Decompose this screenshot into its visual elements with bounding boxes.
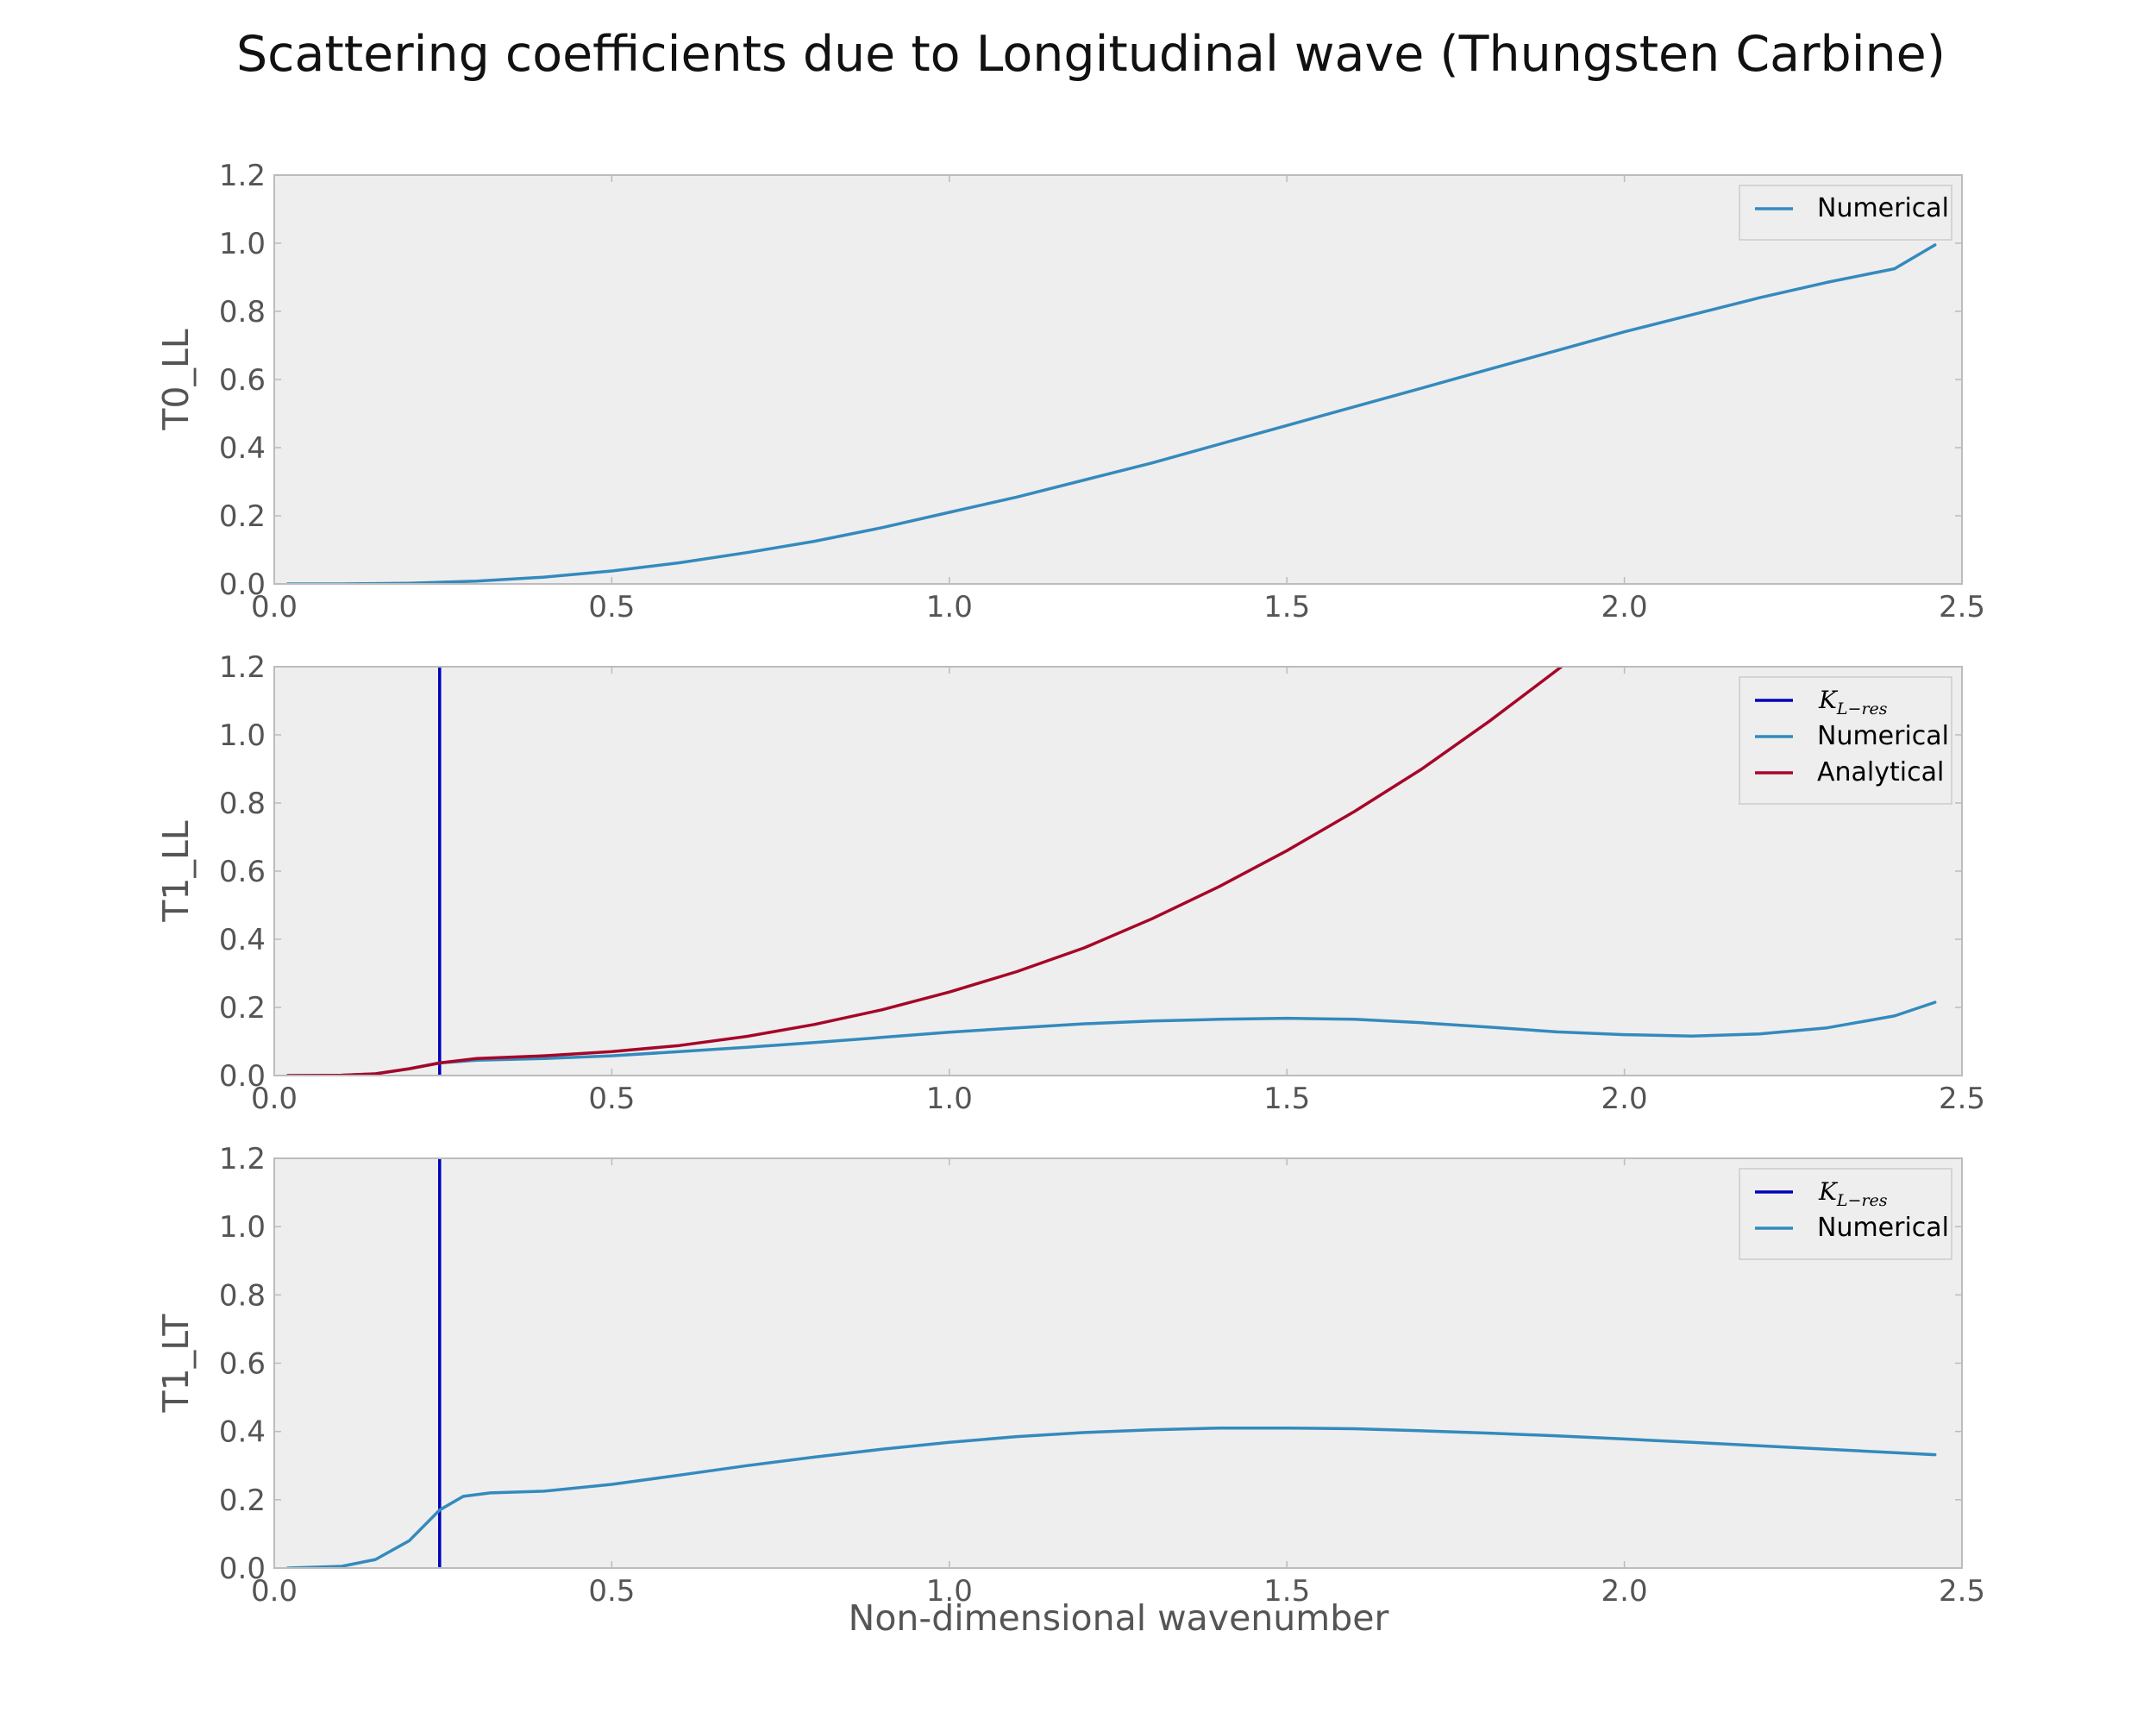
x-tick-label: 0.5 — [588, 590, 635, 624]
plot-area — [274, 1158, 1962, 1568]
x-tick-label: 1.5 — [1263, 1082, 1310, 1116]
y-axis-label: T0_LL — [155, 329, 197, 430]
y-tick-label: 0.2 — [219, 499, 266, 534]
x-tick-label: 1.0 — [926, 590, 973, 624]
y-tick-label: 0.4 — [219, 1415, 266, 1450]
subplot-3: 0.0 0.5 1.0 1.5 2.0 2.5 0.0 0.2 0.4 0.6 0.8 1.0 1.2 T… — [155, 1142, 1985, 1609]
x-tick-label: 2.0 — [1601, 1082, 1648, 1116]
plot-lines — [285, 1158, 1937, 1568]
plot-area — [274, 175, 1962, 584]
x-tick-label: 1.0 — [926, 1082, 973, 1116]
x-tick-label: 0.0 — [251, 1082, 298, 1116]
axes-frame — [273, 174, 1963, 585]
x-tick-label: 2.5 — [1939, 1082, 1985, 1116]
plot-lines — [285, 243, 1937, 584]
legend-label: Numerical — [1817, 1213, 1949, 1243]
x-tick-label: 2.0 — [1601, 590, 1648, 624]
y-tick-label: 0.6 — [219, 1347, 266, 1382]
y-axis-label: T1_LL — [155, 820, 197, 922]
y-tick-label: 0.8 — [219, 787, 266, 821]
y-tick-label: 0.6 — [219, 363, 266, 398]
y-tick-label: 0.2 — [219, 991, 266, 1026]
y-tick-label: 0.6 — [219, 855, 266, 889]
axes-frame — [273, 1157, 1963, 1569]
subplots: 0.0 0.5 1.0 1.5 2.0 2.5 0.0 0.2 0.4 0.6 0.8 1.0 1.2 T… — [155, 159, 1985, 1609]
y-tick-label: 0.8 — [219, 1278, 266, 1313]
x-tick-label: 0.0 — [251, 1574, 298, 1609]
y-tick-label: 1.0 — [219, 227, 266, 261]
legend-label: KL−res — [1818, 686, 1888, 718]
y-tick-label: 0.8 — [219, 295, 266, 329]
legend-label: Numerical — [1817, 721, 1949, 751]
plot-lines — [285, 667, 1937, 1076]
series-line-analytical — [285, 667, 1564, 1076]
y-tick-label: 1.2 — [219, 650, 266, 685]
y-tick-label: 0.0 — [219, 568, 266, 602]
y-tick-label: 1.0 — [219, 718, 266, 753]
x-tick-label: 1.5 — [1263, 1574, 1310, 1609]
x-tick-label: 2.0 — [1601, 1574, 1648, 1609]
x-tick-label: 1.0 — [926, 1574, 973, 1609]
y-tick-label: 0.2 — [219, 1484, 266, 1518]
legend-box — [1739, 676, 1952, 805]
legend-box — [1739, 1168, 1952, 1260]
subplot-2: 0.0 0.5 1.0 1.5 2.0 2.5 0.0 0.2 0.4 0.6 0.8 1.0 1.2 T… — [155, 650, 1985, 1116]
x-tick-label: 0.0 — [251, 590, 298, 624]
x-axis-label: Non-dimensional wavenumber — [849, 1597, 1389, 1639]
legend: Numerical — [1739, 185, 1952, 241]
legend-label: KL−res — [1818, 1177, 1888, 1210]
series-line-numerical — [285, 243, 1937, 584]
subplot-1: 0.0 0.5 1.0 1.5 2.0 2.5 0.0 0.2 0.4 0.6 0.8 1.0 1.2 T… — [155, 159, 1985, 624]
x-tick-label: 0.5 — [588, 1574, 635, 1609]
y-tick-label: 0.0 — [219, 1552, 266, 1586]
y-tick-label: 1.0 — [219, 1210, 266, 1245]
series-line-numerical — [285, 1426, 1937, 1568]
plot-area — [274, 667, 1962, 1076]
y-tick-label: 0.0 — [219, 1059, 266, 1094]
axes-frame — [273, 666, 1963, 1076]
chart-title: Scattering coefficients due to Longitudi… — [236, 26, 1946, 83]
x-tick-label: 2.5 — [1939, 1574, 1985, 1609]
legend-label: Numerical — [1817, 193, 1949, 223]
y-tick-label: 1.2 — [219, 159, 266, 193]
y-tick-label: 0.4 — [219, 431, 266, 466]
y-tick-label: 0.4 — [219, 923, 266, 957]
x-tick-label: 0.5 — [588, 1082, 635, 1116]
x-tick-label: 1.5 — [1263, 590, 1310, 624]
legend-box — [1739, 185, 1952, 241]
x-tick-label: 2.5 — [1939, 590, 1985, 624]
y-axis-label: T1_LT — [155, 1314, 197, 1414]
legend-label: Analytical — [1817, 757, 1944, 787]
y-tick-label: 1.2 — [219, 1142, 266, 1176]
